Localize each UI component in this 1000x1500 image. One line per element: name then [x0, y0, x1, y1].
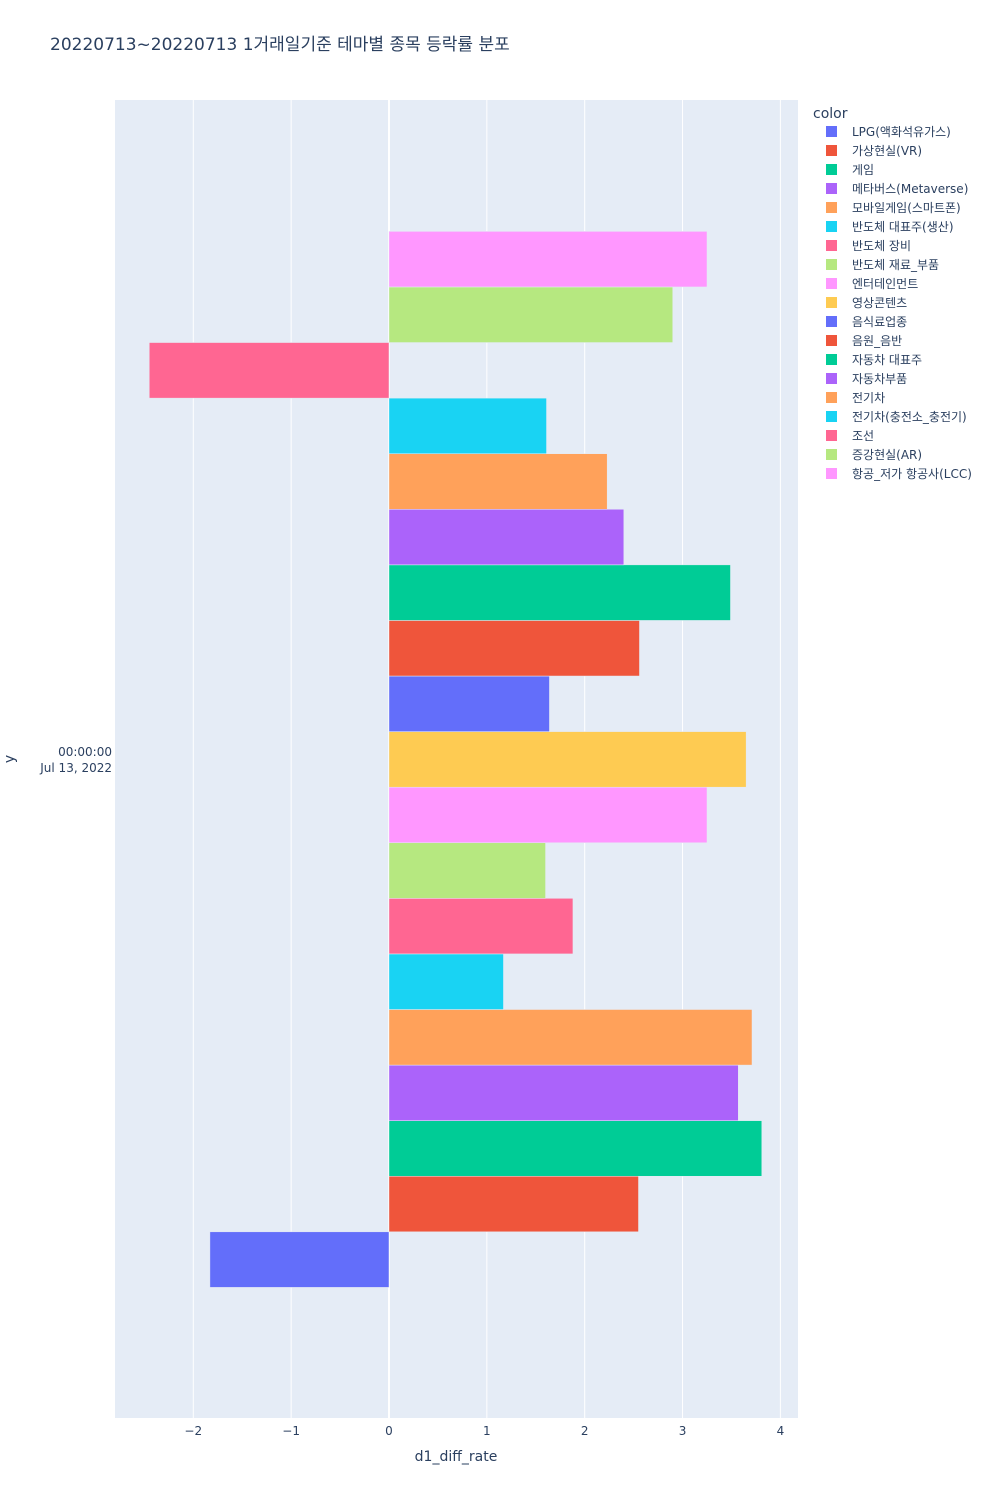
legend-title: color — [813, 106, 848, 122]
bar[interactable]: 영상콘텐츠: 3.65 — [388, 731, 747, 788]
legend-swatch[interactable] — [826, 297, 837, 308]
x-tick-label: 1 — [483, 1424, 491, 1438]
legend-swatch[interactable] — [826, 221, 837, 232]
chart-title: 20220713~20220713 1거래일기준 테마별 종목 등락률 분포 — [50, 35, 510, 55]
legend-swatch[interactable] — [826, 145, 837, 156]
y-tick-label-date: Jul 13, 2022 — [39, 761, 112, 775]
bar[interactable]: 반도체 대표주(생산): 1.17 — [388, 953, 504, 1010]
bar[interactable]: 전기차: 2.23 — [388, 453, 608, 510]
bar[interactable]: 항공_저가 항공사(LCC): 3.25 — [388, 231, 708, 288]
bar[interactable]: 모바일게임(스마트폰): 3.71 — [388, 1009, 753, 1066]
legend-swatch[interactable] — [826, 259, 837, 270]
bar[interactable]: 자동차부품: 2.4 — [388, 509, 625, 566]
legend-swatch[interactable] — [826, 392, 837, 403]
x-tick-label: 0 — [385, 1424, 393, 1438]
bar[interactable]: 전기차(충전소_충전기): 1.61 — [388, 397, 547, 454]
bar[interactable]: 음식료업종: 1.64 — [388, 675, 550, 732]
x-tick-label: −2 — [184, 1424, 202, 1438]
legend-swatch[interactable] — [826, 373, 837, 384]
legend-swatch[interactable] — [826, 126, 837, 137]
legend-item-label[interactable]: 전기차(충전소_충전기) — [852, 410, 967, 424]
legend-item-label[interactable]: 전기차 — [852, 391, 885, 405]
legend-item-label[interactable]: 조선 — [852, 429, 874, 443]
y-tick-label-time: 00:00:00 — [58, 745, 112, 759]
legend-swatch[interactable] — [826, 430, 837, 441]
legend-item-label[interactable]: 메타버스(Metaverse) — [852, 182, 968, 196]
legend-item-label[interactable]: 반도체 대표주(생산) — [852, 220, 954, 234]
legend-item-label[interactable]: 영상콘텐츠 — [852, 296, 907, 310]
x-tick-label: 3 — [679, 1424, 687, 1438]
bar[interactable]: 메타버스(Metaverse): 3.57 — [388, 1064, 739, 1121]
bar[interactable]: 증강현실(AR): 2.9 — [388, 286, 674, 343]
legend-item-label[interactable]: 반도체 장비 — [852, 239, 911, 253]
x-tick-label: 4 — [777, 1424, 785, 1438]
legend-swatch[interactable] — [826, 449, 837, 460]
legend-swatch[interactable] — [826, 468, 837, 479]
legend-swatch[interactable] — [826, 354, 837, 365]
legend-item-label[interactable]: 증강현실(AR) — [852, 448, 922, 462]
legend-item-label[interactable]: 모바일게임(스마트폰) — [852, 201, 961, 215]
legend-item-label[interactable]: 가상현실(VR) — [852, 144, 922, 158]
legend-swatch[interactable] — [826, 164, 837, 175]
legend-item-label[interactable]: LPG(액화석유가스) — [852, 125, 951, 139]
legend-item-label[interactable]: 음식료업종 — [852, 315, 907, 329]
legend-swatch[interactable] — [826, 278, 837, 289]
legend-item-label[interactable]: 엔터테인먼트 — [852, 277, 918, 291]
x-tick-labels: −2 −1 0 1 2 3 4 — [184, 1424, 784, 1438]
bar[interactable]: 반도체 장비: 1.88 — [388, 898, 574, 955]
bar[interactable]: 엔터테인먼트: 3.25 — [388, 786, 708, 844]
bar[interactable]: 반도체 재료_부품: 1.6 — [388, 842, 546, 899]
legend-item-label[interactable]: 자동차부품 — [852, 372, 907, 386]
legend-item-label[interactable]: 반도체 재료_부품 — [852, 258, 939, 272]
x-tick-label: 2 — [581, 1424, 589, 1438]
bar[interactable]: 음원_음반: 2.56 — [388, 620, 640, 677]
legend-item-label[interactable]: 자동차 대표주 — [852, 353, 922, 367]
y-axis-title: y — [2, 755, 18, 763]
legend-swatch[interactable] — [826, 183, 837, 194]
legend-swatch[interactable] — [826, 202, 837, 213]
legend-swatch[interactable] — [826, 316, 837, 327]
x-tick-label: −1 — [282, 1424, 300, 1438]
bar[interactable]: LPG(액화석유가스): -1.83 — [209, 1231, 390, 1288]
bar[interactable]: 가상현실(VR): 2.55 — [388, 1175, 639, 1233]
legend-item-label[interactable]: 음원_음반 — [852, 334, 902, 348]
bars: LPG(액화석유가스): -1.83가상현실(VR): 2.55게임: 3.81… — [148, 231, 763, 1288]
bar[interactable]: 자동차 대표주: 3.49 — [388, 564, 731, 621]
legend-swatch[interactable] — [826, 240, 837, 251]
bar[interactable]: 게임: 3.81 — [388, 1120, 763, 1177]
bar[interactable]: 조선: -2.45 — [148, 342, 390, 399]
legend-item-label[interactable]: 게임 — [852, 163, 874, 177]
legend-swatch[interactable] — [826, 411, 837, 422]
legend-swatch[interactable] — [826, 335, 837, 346]
legend-item-label[interactable]: 항공_저가 항공사(LCC) — [852, 467, 972, 481]
x-axis-title: d1_diff_rate — [415, 1449, 498, 1465]
